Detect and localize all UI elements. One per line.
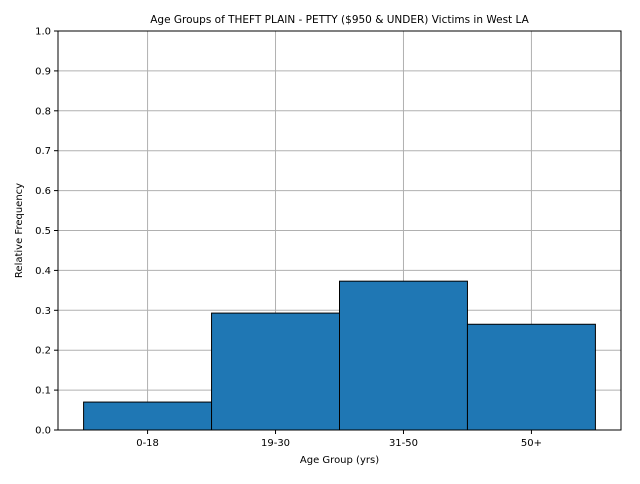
bar-31-50: [339, 280, 468, 431]
y-tick-label: 0.8: [35, 106, 51, 117]
bar-19-30: [211, 312, 340, 431]
y-tick-label: 0.9: [35, 66, 51, 77]
bar-50+: [466, 323, 596, 431]
y-axis-ticks: 0.0 0.1 0.2 0.3 0.4 0.5 0.6 0.7 0.8 0.9 1.0: [35, 27, 58, 437]
y-tick-label: 0.4: [35, 266, 51, 277]
x-tick-label: 19-30: [261, 438, 290, 449]
x-axis-label: Age Group (yrs): [300, 455, 379, 466]
bars: [83, 280, 596, 431]
x-tick-label: 31-50: [389, 438, 418, 449]
y-tick-label: 0.2: [35, 346, 51, 357]
y-tick-label: 0.1: [35, 386, 51, 397]
y-axis-label: Relative Frequency: [14, 183, 25, 278]
y-tick-label: 0.3: [35, 306, 51, 317]
y-tick-label: 0.5: [35, 226, 51, 237]
x-tick-label: 50+: [521, 438, 542, 449]
bar-0-18: [83, 401, 213, 431]
y-tick-label: 1.0: [35, 27, 51, 38]
x-axis-ticks: 0-18 19-30 31-50 50+: [136, 430, 542, 449]
y-tick-label: 0.0: [35, 426, 51, 437]
y-tick-label: 0.7: [35, 146, 51, 157]
chart-title: Age Groups of THEFT PLAIN - PETTY ($950 …: [150, 14, 529, 26]
x-tick-label: 0-18: [136, 438, 159, 449]
y-tick-label: 0.6: [35, 186, 51, 197]
